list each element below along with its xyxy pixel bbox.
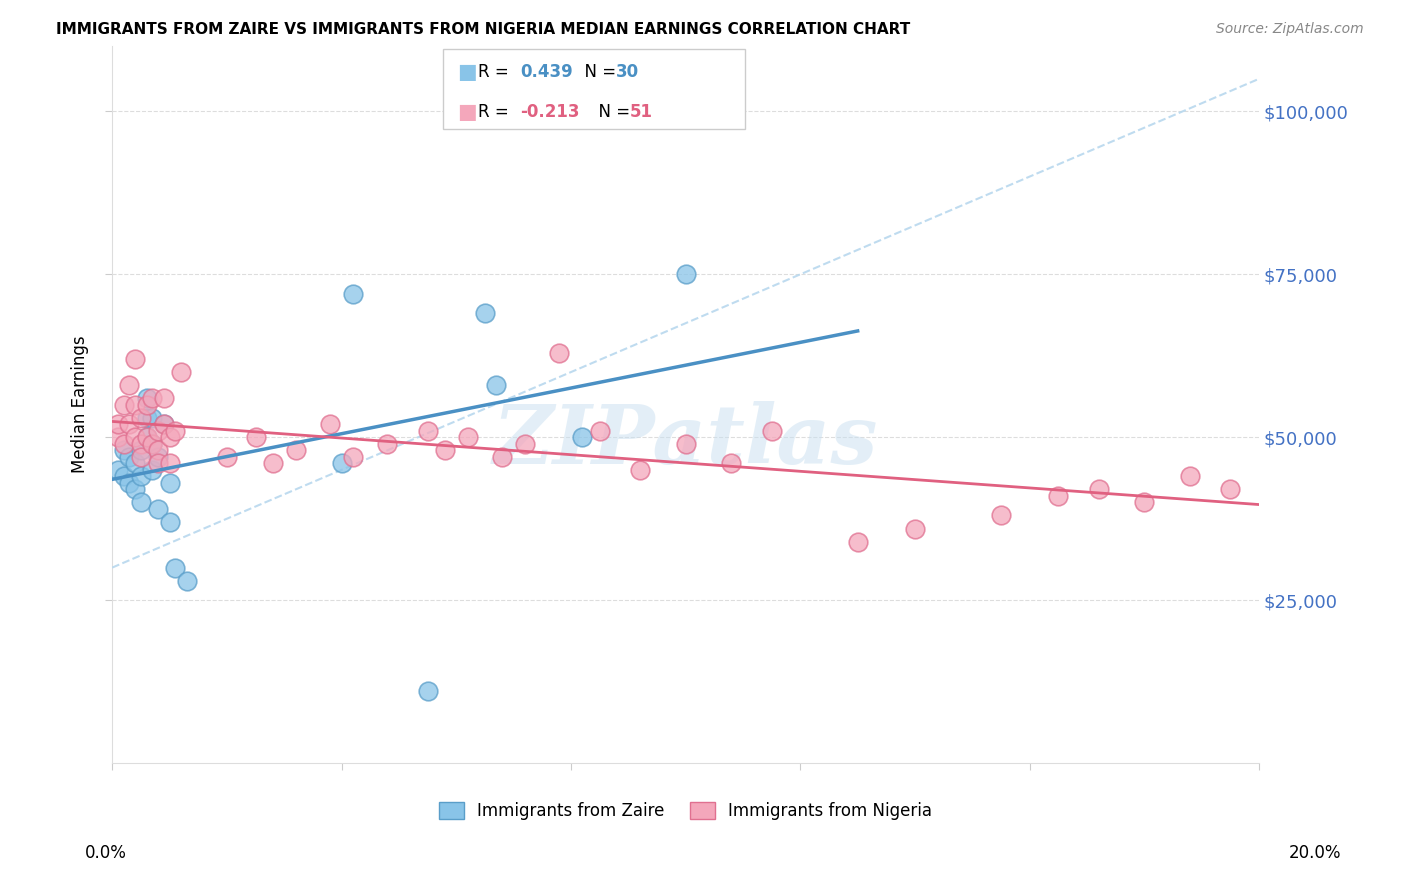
Y-axis label: Median Earnings: Median Earnings [72,336,89,474]
Point [433,443,456,458]
Point [124,352,146,367]
Point [675,437,697,451]
Point [588,424,610,438]
Point [720,456,742,470]
Point [141,410,163,425]
Point [135,391,157,405]
Point [135,430,157,444]
Point [146,456,169,470]
Point [135,410,157,425]
Point [107,417,129,432]
Point [152,417,174,432]
Text: ■: ■ [457,62,477,81]
Point [118,475,141,490]
Point [124,430,146,444]
Point [129,410,152,425]
Point [124,398,146,412]
Point [159,456,181,470]
Point [159,430,181,444]
Point [675,268,697,282]
Point [141,391,163,405]
Point [284,443,307,458]
Text: R =: R = [478,62,515,80]
Point [628,463,651,477]
Point [846,534,869,549]
Text: 30: 30 [616,62,638,80]
Point [124,456,146,470]
Text: N =: N = [588,103,636,120]
Text: -0.213: -0.213 [520,103,579,120]
Point [491,450,513,464]
Point [112,469,135,483]
Point [112,443,135,458]
Point [474,306,496,320]
Text: Source: ZipAtlas.com: Source: ZipAtlas.com [1216,22,1364,37]
Point [118,417,141,432]
Point [485,378,508,392]
Point [1087,483,1109,497]
Point [245,430,267,444]
Point [262,456,284,470]
Text: N =: N = [574,62,621,80]
Point [112,437,135,451]
Point [457,430,479,444]
Point [129,443,152,458]
Point [342,286,364,301]
Point [416,684,439,698]
Point [146,424,169,438]
Point [146,502,169,516]
Point [129,469,152,483]
Point [146,450,169,464]
Text: ■: ■ [457,102,477,121]
Point [146,443,169,458]
Point [215,450,238,464]
Text: IMMIGRANTS FROM ZAIRE VS IMMIGRANTS FROM NIGERIA MEDIAN EARNINGS CORRELATION CHA: IMMIGRANTS FROM ZAIRE VS IMMIGRANTS FROM… [56,22,911,37]
Point [571,430,593,444]
Point [330,456,353,470]
Point [1219,483,1241,497]
Point [761,424,783,438]
Point [141,437,163,451]
Point [141,437,163,451]
Point [107,463,129,477]
Point [129,495,152,509]
Point [1047,489,1070,503]
Point [124,483,146,497]
Point [377,437,399,451]
Point [107,430,129,444]
Point [990,508,1012,523]
Point [513,437,536,451]
Point [135,398,157,412]
Legend: Immigrants from Zaire, Immigrants from Nigeria: Immigrants from Zaire, Immigrants from N… [433,795,939,827]
Point [1180,469,1202,483]
Point [319,417,342,432]
Text: R =: R = [478,103,515,120]
Point [129,450,152,464]
Point [1133,495,1156,509]
Point [165,424,187,438]
Point [904,521,927,535]
Point [165,560,187,574]
Point [129,437,152,451]
Point [118,450,141,464]
Point [159,515,181,529]
Point [170,365,193,379]
Point [112,398,135,412]
Text: ZIPatlas: ZIPatlas [494,401,879,481]
Point [152,417,174,432]
Text: 0.439: 0.439 [520,62,574,80]
Point [152,391,174,405]
Point [159,475,181,490]
Point [548,345,571,359]
Point [118,378,141,392]
Text: 51: 51 [630,103,652,120]
Point [176,574,198,588]
Point [135,430,157,444]
Point [416,424,439,438]
Text: 20.0%: 20.0% [1288,844,1341,862]
Point [141,463,163,477]
Text: 0.0%: 0.0% [84,844,127,862]
Point [342,450,364,464]
